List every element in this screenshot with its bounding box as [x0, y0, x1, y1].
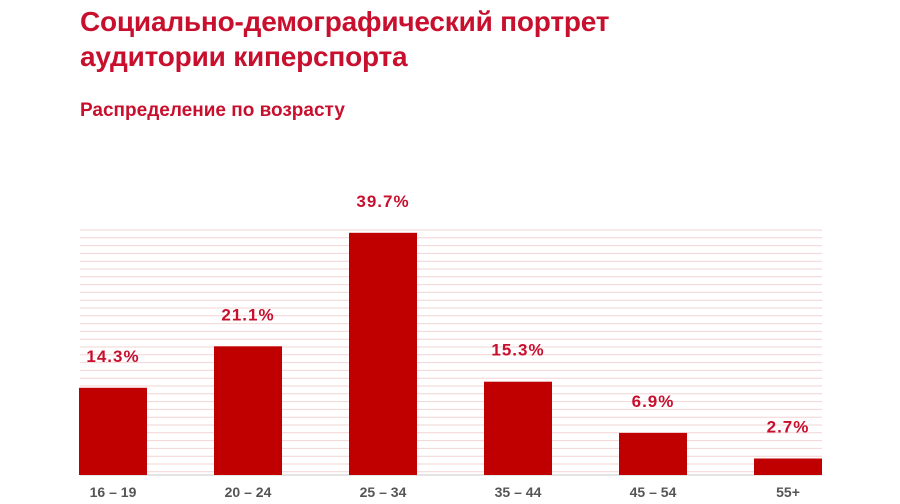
- value-label-5: 6.9%: [632, 392, 675, 411]
- bar-1: [79, 387, 147, 475]
- chart-title-line-1: Социально-демографический портрет: [80, 6, 610, 37]
- x-tick-label-4: 35 – 44: [495, 484, 542, 500]
- chart-gridlines: [80, 229, 822, 476]
- x-tick-label-5: 45 – 54: [630, 484, 677, 500]
- bar-5: [619, 432, 687, 475]
- value-label-1: 14.3%: [86, 347, 139, 366]
- x-tick-label-2: 20 – 24: [225, 484, 272, 500]
- bar-4: [484, 381, 552, 475]
- chart-title: Социально-демографический портрет аудито…: [80, 4, 840, 74]
- value-label-3: 39.7%: [356, 192, 409, 211]
- chart-value-labels: 14.3% 21.1% 39.7% 15.3% 6.9% 2.7%: [86, 192, 810, 437]
- x-tick-label-6: 55+: [776, 484, 800, 500]
- chart-x-axis-tick-labels: 16 – 19 20 – 24 25 – 34 35 – 44 45 – 54 55+: [90, 484, 800, 500]
- bar-6: [754, 458, 822, 475]
- value-label-4: 15.3%: [491, 341, 544, 360]
- x-tick-label-1: 16 – 19: [90, 484, 137, 500]
- bar-3: [349, 232, 417, 475]
- chart-bars: [79, 232, 822, 475]
- bar-2: [214, 346, 282, 475]
- chart-subtitle: Распределение по возрасту: [80, 100, 345, 121]
- value-label-6: 2.7%: [767, 418, 810, 437]
- value-label-2: 21.1%: [221, 305, 274, 324]
- chart-title-line-2: аудитории киперспорта: [80, 41, 408, 72]
- x-tick-label-3: 25 – 34: [360, 484, 407, 500]
